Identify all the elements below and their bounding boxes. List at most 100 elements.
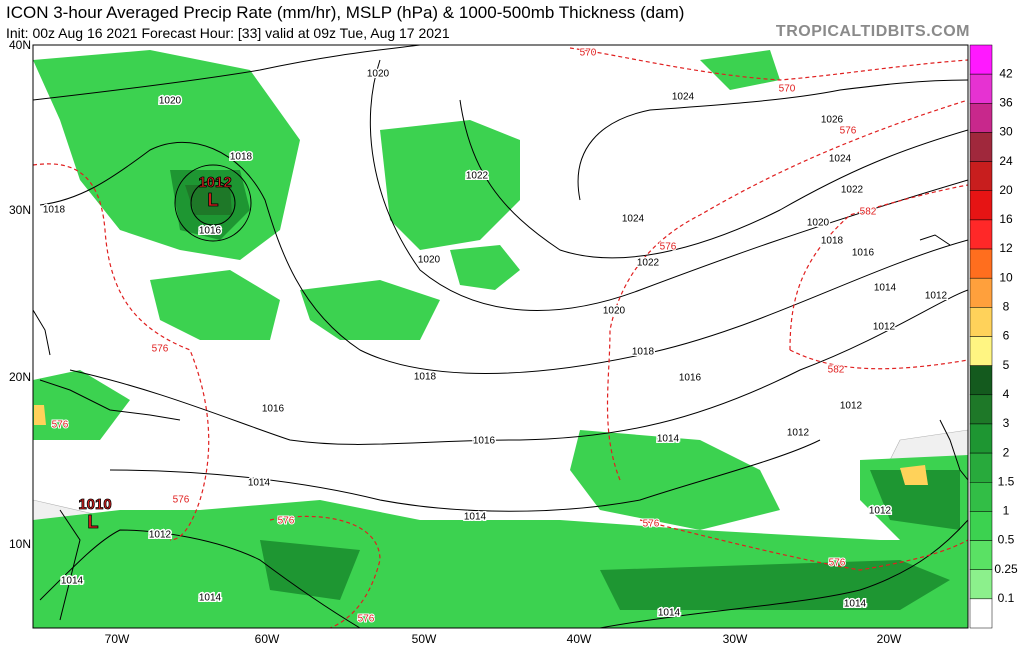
isobar-label: 1016 <box>262 404 285 415</box>
isobar-label: 1016 <box>199 226 222 237</box>
lon-label: 40W <box>567 632 592 646</box>
colorbar-label: 20 <box>999 183 1013 197</box>
colorbar-swatch <box>969 307 993 337</box>
isobar-label: 1018 <box>821 236 844 247</box>
isobar-label: 1012 <box>925 291 948 302</box>
isobar-label: 1020 <box>807 218 830 229</box>
source-credit: TROPICALTIDBITS.COM <box>775 23 970 40</box>
thickness-label: 576 <box>660 242 677 253</box>
colorbar-swatch <box>969 248 993 279</box>
colorbar-label: 16 <box>999 212 1013 226</box>
colorbar-label: 5 <box>1003 358 1010 372</box>
colorbar-label: 2 <box>1003 445 1010 459</box>
colorbar-label: 24 <box>999 154 1013 168</box>
thickness-label: 576 <box>829 558 846 569</box>
isobar-label: 1014 <box>464 512 487 523</box>
isobar-label: 1012 <box>149 530 172 541</box>
isobar-label: 1020 <box>418 255 441 266</box>
thickness-label: 570 <box>580 48 597 59</box>
lat-label: 10N <box>9 537 31 551</box>
thickness-label: 582 <box>828 365 845 376</box>
thickness-label: 576 <box>643 519 660 530</box>
thickness-label: 576 <box>358 614 375 625</box>
isobar-label: 1016 <box>473 436 496 447</box>
colorbar-swatch <box>969 423 993 454</box>
colorbar-swatch <box>969 73 993 104</box>
colorbar-swatch <box>969 569 993 600</box>
lon-label: 20W <box>877 632 902 646</box>
colorbar: 42 36 30 24 20 16 12 10 8 6 5 4 3 2 1.5 1 0.5 0.25 0.1 <box>969 44 1018 629</box>
isobar-label: 1022 <box>466 171 489 182</box>
colorbar-swatch <box>969 190 993 221</box>
colorbar-label: 8 <box>1003 300 1010 314</box>
colorbar-swatch <box>969 394 993 425</box>
lat-label: 20N <box>9 370 31 384</box>
map-title: ICON 3-hour Averaged Precip Rate (mm/hr)… <box>6 3 685 22</box>
thickness-label: 576 <box>52 420 69 431</box>
colorbar-label: 0.1 <box>998 591 1015 605</box>
isobar-label: 1024 <box>622 214 645 225</box>
lat-label: 30N <box>9 203 31 217</box>
colorbar-swatch <box>969 277 993 308</box>
isobar-label: 1012 <box>840 401 863 412</box>
thickness-label: 576 <box>152 344 169 355</box>
isobar-label: 1022 <box>637 258 660 269</box>
precip <box>33 50 968 628</box>
lon-label: 30W <box>723 632 748 646</box>
low-pressure: 1012 <box>198 174 231 191</box>
colorbar-label: 1.5 <box>998 474 1015 488</box>
map-frame <box>32 44 969 629</box>
isobar-label: 1014 <box>874 283 897 294</box>
low-pressure: 1010 <box>78 496 111 513</box>
colorbar-label: 3 <box>1003 416 1010 430</box>
thickness-label: 576 <box>840 126 857 137</box>
colorbar-swatch <box>969 365 993 396</box>
isobar-label: 1012 <box>869 506 892 517</box>
colorbar-swatch <box>969 511 993 541</box>
colorbar-label: 1 <box>1003 504 1010 518</box>
isobar-label: 1012 <box>873 322 896 333</box>
thickness-label: 576 <box>173 495 190 506</box>
thickness-label: 582 <box>860 207 877 218</box>
isobar-label: 1018 <box>43 205 66 216</box>
isobar-label: 1026 <box>821 115 844 126</box>
colorbar-label: 36 <box>999 95 1013 109</box>
isobar-label: 1014 <box>61 576 84 587</box>
thickness-label: 570 <box>779 84 796 95</box>
isobar-label: 1018 <box>632 347 655 358</box>
isobar-label: 1016 <box>852 248 875 259</box>
map-subtitle: Init: 00z Aug 16 2021 Forecast Hour: [33… <box>6 25 450 41</box>
isobar-label: 1020 <box>159 96 182 107</box>
colorbar-swatch <box>969 219 993 250</box>
low-symbol: L <box>88 512 99 532</box>
lon-label: 70W <box>105 632 130 646</box>
isobar-label: 1016 <box>679 373 702 384</box>
isobar-label: 1018 <box>414 372 437 383</box>
isobars <box>33 45 968 628</box>
isobar-label: 1020 <box>367 69 390 80</box>
colorbar-swatch <box>969 540 993 570</box>
colorbar-label: 6 <box>1003 329 1010 343</box>
colorbar-label: 4 <box>1003 387 1010 401</box>
colorbar-swatch <box>969 103 993 133</box>
colorbar-swatch <box>969 482 993 512</box>
colorbar-swatch <box>969 336 993 366</box>
colorbar-swatch <box>969 44 993 75</box>
isobar-label: 1014 <box>657 434 680 445</box>
map-labels: 40N 30N 20N 10N 70W 60W 50W 40W 30W 20W 1020 1020 10… <box>9 38 949 646</box>
isobar-label: 1014 <box>199 593 222 604</box>
lat-label: 40N <box>9 38 31 52</box>
colorbar-label: 10 <box>999 270 1013 284</box>
thickness-label: 576 <box>278 516 295 527</box>
map-layers <box>33 45 968 628</box>
lon-label: 50W <box>412 632 437 646</box>
isobar-label: 1018 <box>230 152 253 163</box>
coastlines <box>33 234 968 621</box>
colorbar-swatch <box>969 452 993 483</box>
isobar-label: 1014 <box>248 478 271 489</box>
colorbar-label: 0.5 <box>998 533 1015 547</box>
colorbar-swatch <box>969 132 993 162</box>
low-symbol: L <box>208 190 219 210</box>
colorbar-label: 30 <box>999 125 1013 139</box>
